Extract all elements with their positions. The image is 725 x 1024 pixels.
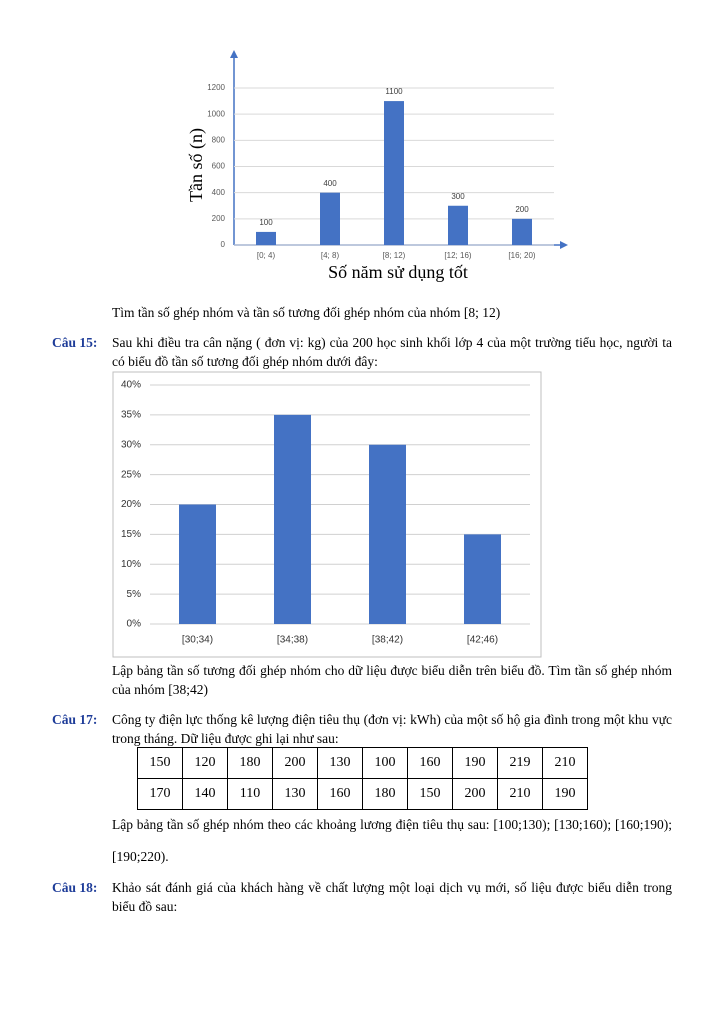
y-tick-label: 40% — [121, 380, 141, 391]
data-label: 200 — [515, 205, 529, 214]
paragraph: Khảo sát đánh giá của khách hàng về chất… — [112, 880, 672, 914]
table-row: 150 120 180 200 130 100 160 190 219 210 — [137, 747, 588, 779]
x-tick-label: [0; 4) — [257, 251, 276, 260]
data-label: 300 — [451, 192, 465, 201]
x-tick-label: [30;34) — [182, 635, 213, 646]
table-cell: 210 — [497, 778, 543, 810]
paragraph: Lập bảng tần số tương đối ghép nhóm cho … — [112, 663, 672, 697]
chart-2: 0% 5% 10% 15% 20% 25% 30% 35% 40% [30;34) [34;38) [… — [112, 371, 542, 658]
y-tick-label: 20% — [121, 499, 141, 510]
y-tick-label: 15% — [121, 529, 141, 540]
y-axis-arrow — [230, 50, 238, 58]
y-tick-label: 30% — [121, 439, 141, 450]
x-tick-label: [42;46) — [467, 635, 498, 646]
paragraph: Sau khi điều tra cân nặng ( đơn vị: kg) … — [112, 335, 672, 369]
paragraph: Tìm tần số ghép nhóm và tần số tương đối… — [112, 305, 501, 320]
table-cell: 130 — [317, 747, 363, 779]
question-label: Câu 17: — [52, 712, 98, 727]
bar — [448, 205, 468, 245]
y-tick-label: 0 — [221, 240, 226, 249]
x-tick-label: [34;38) — [277, 635, 308, 646]
x-tick-label: [4; 8) — [321, 251, 340, 260]
y-tick-label: 400 — [212, 188, 226, 197]
bar — [320, 192, 340, 245]
table-cell: 190 — [542, 778, 588, 810]
y-axis-label: Tần số (n) — [186, 128, 207, 202]
table-cell: 150 — [137, 747, 183, 779]
table-cell: 160 — [407, 747, 453, 779]
y-tick-label: 10% — [121, 559, 141, 570]
y-tick-label: 600 — [212, 162, 226, 171]
bar — [274, 414, 311, 624]
x-axis-arrow — [560, 241, 568, 249]
x-tick-label: [38;42) — [372, 635, 403, 646]
bar — [384, 101, 404, 245]
y-tick-label: 0% — [127, 619, 142, 630]
y-tick-label: 5% — [127, 589, 142, 600]
table-cell: 190 — [452, 747, 498, 779]
bar — [256, 231, 276, 245]
table-cell: 130 — [272, 778, 318, 810]
data-label: 1100 — [385, 87, 403, 96]
y-tick-label: 200 — [212, 214, 226, 223]
table-cell: 110 — [227, 778, 273, 810]
table-cell: 200 — [452, 778, 498, 810]
table-cell: 120 — [182, 747, 228, 779]
y-tick-label: 800 — [212, 135, 226, 144]
x-tick-label: [8; 12) — [383, 251, 406, 260]
table-cell: 150 — [407, 778, 453, 810]
table-cell: 180 — [362, 778, 408, 810]
x-tick-label: [12; 16) — [444, 251, 471, 260]
bar — [179, 504, 216, 624]
y-tick-label: 1000 — [207, 109, 225, 118]
y-tick-label: 1200 — [207, 83, 225, 92]
data-label: 100 — [259, 218, 273, 227]
table-cell: 140 — [182, 778, 228, 810]
data-label: 400 — [323, 179, 337, 188]
x-tick-label: [16; 20) — [508, 251, 535, 260]
table-cell: 219 — [497, 747, 543, 779]
paragraph: Lập bảng tần số ghép nhóm theo các khoản… — [112, 817, 672, 864]
x-axis-label: Số năm sử dụng tốt — [328, 262, 468, 282]
paragraph: Công ty điện lực thống kê lượng điện tiê… — [112, 712, 672, 746]
table-row: 170 140 110 130 160 180 150 200 210 190 — [137, 778, 588, 810]
bar — [512, 218, 532, 245]
bar — [464, 534, 501, 624]
y-tick-label: 35% — [121, 410, 141, 421]
y-tick-label: 25% — [121, 469, 141, 480]
question-label: Câu 15: — [52, 335, 98, 350]
table-cell: 170 — [137, 778, 183, 810]
question-label: Câu 18: — [52, 880, 98, 895]
bar — [369, 444, 406, 624]
data-table: 150 120 180 200 130 100 160 190 219 210 170 140 110 1… — [137, 747, 588, 810]
table-cell: 160 — [317, 778, 363, 810]
chart-frame — [112, 371, 542, 658]
chart-1: Tần số (n) Số năm sử dụng tốt 0 200 400 600… — [186, 50, 568, 282]
table-cell: 210 — [542, 747, 588, 779]
table-cell: 180 — [227, 747, 273, 779]
table-cell: 100 — [362, 747, 408, 779]
table-cell: 200 — [272, 747, 318, 779]
